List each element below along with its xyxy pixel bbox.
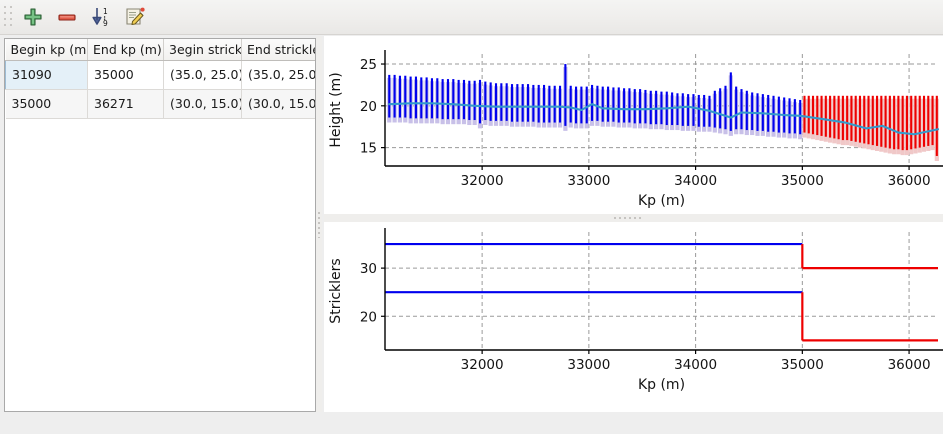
- strickler-table: Begin kp (m) End kp (m) 3egin strickle E…: [5, 39, 315, 119]
- table-row[interactable]: 31090 35000 (35.0, 25.0) (35.0, 25.0): [5, 59, 315, 90]
- column-header-end-kp[interactable]: End kp (m): [87, 39, 164, 61]
- splitter-grip: [318, 212, 320, 238]
- svg-text:9: 9: [103, 19, 108, 28]
- sort-button[interactable]: 1 9: [85, 2, 117, 32]
- svg-text:35000: 35000: [781, 173, 824, 189]
- strickler-profile-plot: 32000 33000 34000 35000 36000 20 30 Kp (m) Stric…: [328, 228, 943, 393]
- svg-text:36000: 36000: [888, 357, 931, 373]
- cell-begin-kp[interactable]: 35000: [5, 89, 88, 119]
- strickler-table-panel: Begin kp (m) End kp (m) 3egin strickle E…: [4, 38, 316, 412]
- edit-button[interactable]: [119, 2, 151, 32]
- svg-text:20: 20: [360, 309, 377, 325]
- svg-text:1: 1: [103, 7, 108, 16]
- cell-end-strickler[interactable]: (35.0, 25.0): [241, 60, 315, 90]
- svg-text:Stricklers: Stricklers: [328, 258, 344, 323]
- cell-end-kp[interactable]: 35000: [87, 60, 164, 90]
- svg-text:15: 15: [360, 141, 377, 157]
- svg-text:33000: 33000: [567, 357, 610, 373]
- svg-text:33000: 33000: [567, 173, 610, 189]
- strickler-profile-chart[interactable]: 32000 33000 34000 35000 36000 20 30 Kp (m) Stric…: [324, 222, 943, 412]
- svg-text:Kp (m): Kp (m): [638, 377, 685, 393]
- table-row[interactable]: 35000 36271 (30.0, 15.0) (30.0, 15.0): [5, 89, 315, 119]
- sort-ascending-icon: 1 9: [92, 7, 108, 28]
- cell-end-strickler[interactable]: (30.0, 15.0): [241, 89, 315, 119]
- toolbar-drag-handle[interactable]: [3, 6, 13, 28]
- plus-icon: [24, 8, 42, 26]
- svg-text:30: 30: [360, 261, 377, 277]
- table-header-row: Begin kp (m) End kp (m) 3egin strickle E…: [5, 39, 315, 61]
- vertical-splitter[interactable]: [316, 36, 322, 412]
- column-header-begin-strickler[interactable]: 3egin strickle: [163, 39, 242, 61]
- cell-end-kp[interactable]: 36271: [87, 89, 164, 119]
- svg-text:35000: 35000: [781, 357, 824, 373]
- height-profile-plot: 32000 33000 34000 35000 36000 15 20 25 Kp (m) Hei…: [328, 50, 943, 209]
- column-header-end-strickler[interactable]: End strickler: [241, 39, 315, 61]
- remove-row-button[interactable]: [51, 2, 83, 32]
- add-row-button[interactable]: [17, 2, 49, 32]
- height-profile-chart[interactable]: 32000 33000 34000 35000 36000 15 20 25 Kp (m) Hei…: [324, 36, 943, 214]
- column-header-begin-kp[interactable]: Begin kp (m): [5, 39, 88, 61]
- svg-text:34000: 34000: [674, 173, 717, 189]
- svg-text:32000: 32000: [461, 173, 504, 189]
- edit-note-icon: [126, 7, 145, 25]
- cell-begin-strickler[interactable]: (35.0, 25.0): [163, 60, 242, 90]
- svg-text:20: 20: [360, 99, 377, 115]
- cell-begin-strickler[interactable]: (30.0, 15.0): [163, 89, 242, 119]
- svg-text:Height (m): Height (m): [328, 72, 344, 147]
- svg-text:34000: 34000: [674, 357, 717, 373]
- toolbar: 1 9: [0, 0, 943, 35]
- splitter-grip: [614, 217, 642, 219]
- svg-text:32000: 32000: [461, 357, 504, 373]
- minus-icon: [58, 14, 76, 21]
- horizontal-splitter[interactable]: [324, 214, 943, 222]
- cell-begin-kp[interactable]: 31090: [5, 59, 88, 90]
- svg-text:36000: 36000: [888, 173, 931, 189]
- svg-text:25: 25: [360, 57, 377, 73]
- svg-text:Kp (m): Kp (m): [638, 193, 685, 209]
